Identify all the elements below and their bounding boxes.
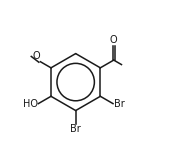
- Text: O: O: [32, 51, 40, 61]
- Text: Br: Br: [70, 124, 81, 134]
- Text: HO: HO: [23, 99, 38, 109]
- Text: Br: Br: [114, 99, 125, 109]
- Text: O: O: [110, 35, 118, 45]
